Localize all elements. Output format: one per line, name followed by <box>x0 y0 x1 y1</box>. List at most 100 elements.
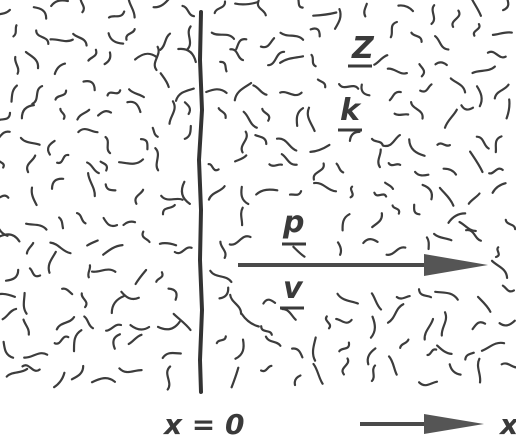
squiggle-stroke <box>229 48 245 62</box>
squiggle-stroke <box>410 101 424 120</box>
squiggle-stroke <box>90 268 117 273</box>
squiggle-stroke <box>267 50 286 67</box>
squiggle-stroke <box>53 62 67 76</box>
squiggle-stroke <box>54 89 68 101</box>
squiggle-stroke <box>122 220 137 227</box>
squiggle-stroke <box>234 0 260 6</box>
squiggle-stroke <box>235 38 248 51</box>
squiggle-stroke <box>25 241 35 255</box>
squiggle-stroke <box>414 170 430 177</box>
squiggle-stroke <box>341 357 350 376</box>
squiggle-stroke <box>436 142 451 147</box>
squiggle-stroke <box>262 298 277 305</box>
squiggle-stroke <box>440 311 448 337</box>
squiggle-stroke <box>447 212 467 224</box>
squiggle-stroke <box>134 188 145 205</box>
squiggle-stroke <box>234 338 245 360</box>
squiggle-stroke <box>465 229 482 242</box>
squiggle-stroke <box>471 0 482 17</box>
squiggle-stroke <box>434 61 448 67</box>
squiggle-stroke <box>240 130 248 154</box>
squiggle-stroke <box>134 268 148 286</box>
squiggle-stroke <box>336 241 343 256</box>
squiggle-stroke <box>0 160 5 169</box>
squiggle-stroke <box>217 107 227 119</box>
squiggle-stroke <box>389 20 398 39</box>
squiggle-stroke <box>155 271 164 283</box>
squiggle-stroke <box>80 292 88 309</box>
squiggle-stroke <box>292 245 306 258</box>
squiggle-stroke <box>436 344 453 355</box>
squiggle-stroke <box>112 333 121 350</box>
squiggle-stroke <box>24 50 40 70</box>
squiggle-stroke <box>177 47 197 64</box>
squiggle-stroke <box>90 377 116 384</box>
boundary-line-x0 <box>196 10 205 394</box>
squiggle-stroke <box>491 31 513 36</box>
squiggle-stroke <box>472 23 481 37</box>
squiggle-stroke <box>430 4 436 25</box>
squiggle-stroke <box>219 240 227 259</box>
squiggle-stroke <box>423 317 435 341</box>
squiggle-stroke <box>49 241 72 255</box>
squiggle-stroke <box>127 0 136 19</box>
squiggle-stroke <box>139 138 149 151</box>
squiggle-stroke <box>134 52 158 61</box>
squiggle-stroke <box>371 212 384 229</box>
squiggle-stroke <box>154 147 160 172</box>
squiggle-stroke <box>72 329 83 353</box>
squiggle-stroke <box>156 320 181 331</box>
squiggle-stroke <box>288 190 303 196</box>
squiggle-stroke <box>50 177 65 190</box>
squiggle-stroke <box>2 340 15 359</box>
squiggle-stroke <box>22 291 28 315</box>
squiggle-stroke <box>83 315 95 330</box>
squiggle-stroke <box>386 303 405 324</box>
squiggle-stroke <box>0 130 11 139</box>
label-Z: Z <box>351 31 375 66</box>
squiggle-stroke <box>207 163 220 172</box>
squiggle-stroke <box>240 206 244 227</box>
squiggle-stroke <box>279 90 303 97</box>
squiggle-stroke <box>46 139 56 156</box>
squiggle-stroke <box>207 185 226 201</box>
squiggle-stroke <box>56 153 70 165</box>
squiggle-stroke <box>53 371 66 389</box>
squiggle-stroke <box>306 106 316 133</box>
squiggle-stroke <box>309 143 331 153</box>
squiggle-stroke <box>87 172 96 198</box>
squiggle-stroke <box>210 31 236 40</box>
squiggle-stroke <box>125 28 136 41</box>
squiggle-stroke <box>408 138 426 157</box>
squiggle-stroke <box>377 148 382 169</box>
squiggle-stroke <box>0 233 21 243</box>
squiggle-stroke <box>370 137 384 147</box>
squiggle-stroke <box>77 128 99 134</box>
squiggle-stroke <box>0 8 11 16</box>
squiggle-stroke <box>32 6 48 20</box>
squiggle-stroke <box>183 101 192 116</box>
squiggle-stroke <box>102 244 124 256</box>
squiggle-stroke <box>259 37 276 49</box>
squiggle-stroke <box>373 191 388 198</box>
squiggle-stroke <box>228 235 252 246</box>
squiggle-stroke <box>449 77 467 94</box>
squiggle-stroke <box>10 84 18 103</box>
squiggle-stroke <box>0 228 9 237</box>
squiggle-stroke <box>12 24 18 38</box>
squiggle-stroke <box>87 48 98 62</box>
squiggle-stroke <box>118 367 143 374</box>
squiggle-stroke <box>53 335 70 345</box>
squiggle-stroke <box>0 111 12 121</box>
squiggle-stroke <box>0 194 10 199</box>
squiggle-stroke <box>160 194 184 201</box>
squiggle-stroke <box>370 364 377 383</box>
squiggle-stroke <box>180 180 191 205</box>
squiggle-stroke <box>159 72 170 89</box>
squiggle-stroke <box>386 67 408 75</box>
squiggle-stroke <box>480 341 506 352</box>
squiggle-stroke <box>417 288 433 299</box>
squiggle-stroke <box>4 268 20 282</box>
squiggle-stroke <box>312 11 338 17</box>
